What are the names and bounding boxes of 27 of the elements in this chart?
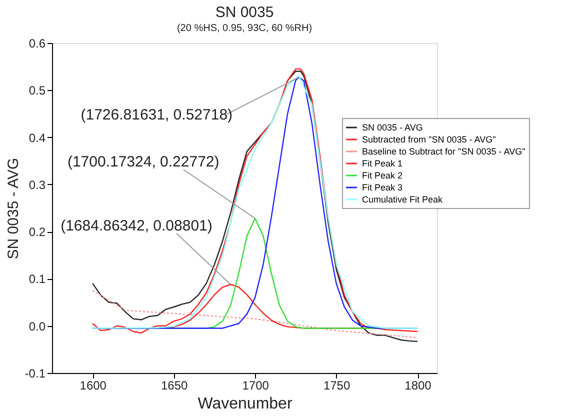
x-tick-label: 1600 — [80, 378, 107, 392]
legend-label: Fit Peak 2 — [362, 170, 403, 180]
annotation: (1684.86342, 0.08801) — [60, 217, 212, 234]
legend-label: Fit Peak 3 — [362, 182, 403, 192]
chart-title: SN 0035 — [215, 4, 274, 21]
annotation: (1726.81631, 0.52718) — [80, 106, 233, 124]
chart-subtitle: (20 %HS, 0.95, 93C, 60 %RH) — [176, 23, 312, 34]
legend-label: Fit Peak 1 — [362, 158, 403, 168]
y-tick-label: 0.1 — [28, 272, 46, 286]
legend-label: Baseline to Subtract for "SN 0035 - AVG" — [362, 146, 526, 156]
legend-label: SN 0035 - AVG — [362, 122, 423, 132]
x-tick-label: 1750 — [323, 378, 350, 392]
annotation: (1700.17324, 0.22772) — [67, 154, 220, 171]
y-tick-label: 0.5 — [28, 84, 46, 98]
y-tick-label: 0.4 — [28, 130, 46, 145]
y-axis-title: SN 0035 - AVG — [4, 158, 22, 260]
legend-label: Subtracted from "SN 0035 - AVG" — [362, 134, 496, 144]
x-tick-label: 1700 — [242, 378, 270, 392]
x-tick-label: 1800 — [404, 378, 432, 392]
legend-label: Cumulative Fit Peak — [362, 194, 444, 204]
y-tick-label: 0.3 — [28, 178, 46, 192]
y-tick-label: -0.1 — [24, 366, 46, 380]
x-axis-title: Wavenumber — [198, 396, 293, 412]
x-tick-label: 1650 — [160, 378, 188, 392]
y-tick-label: 0.2 — [28, 225, 46, 240]
y-tick-label: 0.6 — [28, 36, 46, 50]
y-tick-label: 0.0 — [28, 319, 46, 334]
